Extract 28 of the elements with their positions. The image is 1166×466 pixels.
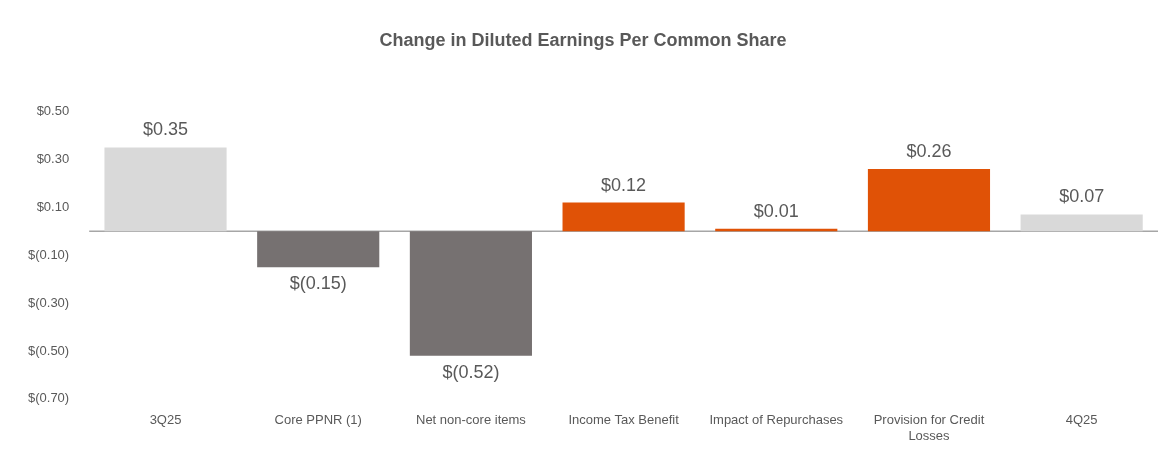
x-tick-label: Core PPNR (1): [274, 412, 362, 428]
bar: [257, 231, 380, 268]
x-tick-label: Impact of Repurchases: [709, 412, 844, 428]
data-label: $0.12: [601, 174, 647, 195]
x-tick-label: 4Q25: [1065, 412, 1098, 428]
data-label: $0.26: [906, 141, 952, 162]
bar: [1020, 214, 1143, 232]
data-label: $(0.15): [289, 273, 347, 294]
x-tick-label: 3Q25: [149, 412, 182, 428]
x-tick-label: Net non-core items: [415, 412, 527, 428]
y-tick-label: $0.50: [36, 103, 70, 119]
data-label: $0.07: [1059, 186, 1105, 207]
chart-title: Change in Diluted Earnings Per Common Share: [379, 29, 787, 50]
y-tick-label: $(0.50): [27, 342, 70, 358]
y-tick-label: $0.10: [36, 198, 70, 214]
data-label: $0.01: [753, 200, 799, 221]
bar: [867, 169, 991, 232]
bar: [409, 231, 532, 356]
x-tick-label: Provision for Credit Losses: [873, 412, 985, 443]
y-tick-label: $(0.30): [27, 294, 70, 310]
y-tick-label: $0.30: [36, 151, 70, 167]
bar: [104, 147, 227, 232]
y-tick-label: $(0.70): [27, 390, 70, 406]
data-label: $(0.52): [442, 361, 500, 382]
data-label: $0.35: [143, 119, 189, 140]
y-tick-label: $(0.10): [27, 246, 70, 262]
bar: [562, 202, 685, 232]
x-tick-label: Income Tax Benefit: [568, 412, 680, 428]
